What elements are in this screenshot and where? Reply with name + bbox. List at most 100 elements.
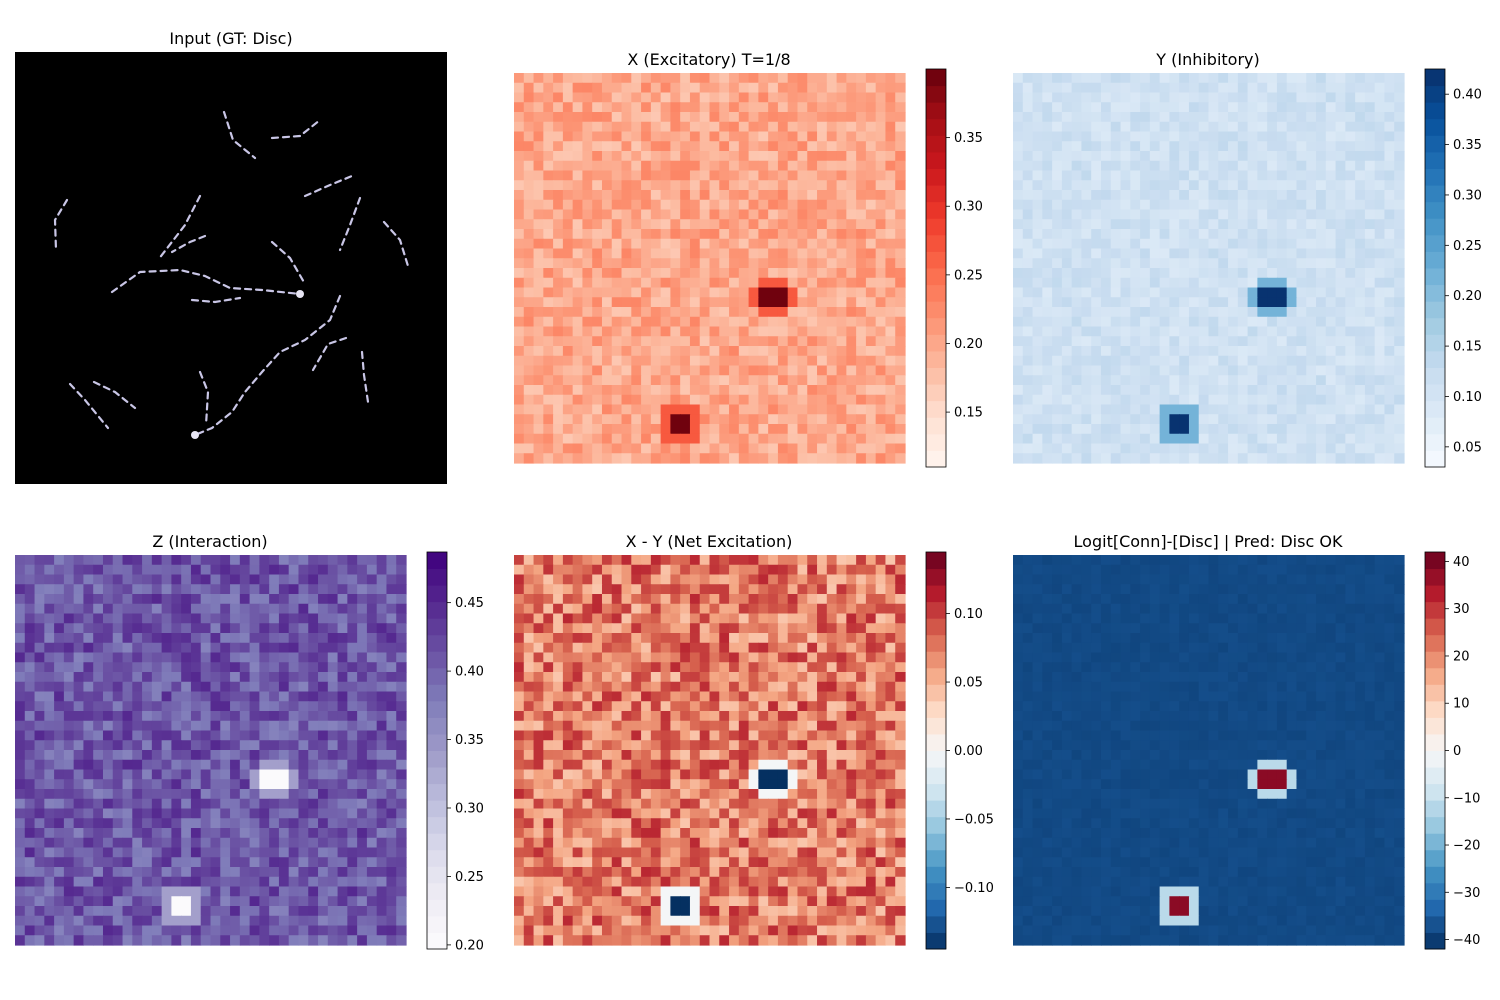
heatmap-cell: [1130, 102, 1141, 113]
heatmap-cell: [1237, 365, 1249, 376]
heatmap-cell: [768, 307, 779, 318]
heatmap-cell: [1316, 277, 1327, 289]
heatmap-cell: [787, 219, 799, 230]
heatmap-cell: [1364, 385, 1376, 396]
heatmap-cell: [1042, 170, 1053, 181]
heatmap-cell: [1237, 102, 1249, 113]
heatmap-cell: [689, 151, 701, 162]
heatmap-cell: [1061, 287, 1073, 298]
heatmap-cell: [729, 584, 740, 595]
heatmap-cell: [230, 798, 241, 810]
heatmap-cell: [298, 652, 309, 663]
heatmap-cell: [220, 828, 231, 839]
heatmap-cell: [826, 229, 838, 240]
heatmap-cell: [1394, 375, 1405, 386]
heatmap-cell: [1276, 141, 1288, 152]
heatmap-cell: [836, 307, 847, 318]
heatmap-cell: [190, 564, 202, 576]
heatmap-cell: [1267, 73, 1278, 84]
heatmap-cell: [719, 404, 730, 415]
heatmap-cell: [592, 355, 603, 367]
heatmap-cell: [1296, 385, 1307, 396]
heatmap-cell: [650, 112, 662, 123]
heatmap-cell: [102, 642, 114, 654]
heatmap-cell: [83, 662, 94, 673]
heatmap-cell: [171, 857, 182, 868]
heatmap-cell: [1316, 160, 1327, 172]
heatmap-cell: [1022, 287, 1034, 298]
heatmap-cell: [151, 818, 163, 829]
heatmap-cell: [797, 404, 808, 415]
heatmap-cell: [817, 112, 828, 123]
heatmap-cell: [151, 935, 163, 946]
heatmap-cell: [1120, 258, 1131, 269]
heatmap-cell: [631, 258, 642, 269]
heatmap-cell: [856, 190, 867, 201]
heatmap-cell: [572, 326, 584, 337]
heatmap-cell: [533, 424, 544, 435]
heatmap-cell: [895, 180, 906, 191]
heatmap-cell: [611, 355, 623, 367]
heatmap-cell: [1276, 190, 1288, 201]
heatmap-cell: [1374, 131, 1386, 142]
heatmap-cell: [553, 121, 564, 133]
heatmap-cell: [699, 316, 711, 328]
heatmap-cell: [15, 720, 26, 732]
heatmap-cell: [631, 326, 642, 337]
heatmap-cell: [102, 847, 114, 858]
heatmap-cell: [572, 307, 584, 318]
heatmap-cell: [777, 82, 789, 94]
heatmap-cell: [269, 652, 280, 663]
heatmap-cell: [1149, 180, 1161, 191]
heatmap-cell: [611, 375, 623, 386]
heatmap-cell: [562, 209, 574, 220]
heatmap-cell: [1061, 424, 1073, 435]
heatmap-cell: [318, 623, 329, 634]
heatmap-cell: [1140, 297, 1151, 308]
heatmap-cell: [63, 828, 75, 839]
heatmap-cell: [1276, 248, 1288, 259]
heatmap-cell: [592, 453, 603, 464]
heatmap-cell: [817, 121, 828, 133]
heatmap-cell: [1208, 121, 1219, 133]
heatmap-cell: [1384, 326, 1395, 337]
heatmap-cell: [582, 443, 593, 454]
heatmap-cell: [1061, 219, 1073, 230]
heatmap-cell: [777, 73, 789, 84]
heatmap-cell: [592, 336, 603, 347]
heatmap-cell: [220, 837, 231, 849]
heatmap-cell: [1140, 180, 1151, 191]
heatmap-cell: [738, 238, 750, 250]
heatmap-cell: [582, 170, 593, 181]
heatmap-cell: [621, 394, 632, 406]
heatmap-cell: [670, 268, 681, 279]
heatmap-cell: [151, 769, 163, 780]
heatmap-cell: [826, 355, 838, 367]
heatmap-cell: [1081, 375, 1092, 386]
heatmap-cell: [112, 681, 124, 693]
heatmap-cell: [787, 365, 799, 376]
heatmap-cell: [543, 564, 554, 576]
heatmap-cell: [689, 141, 701, 152]
heatmap-cell: [1355, 238, 1366, 250]
heatmap-cell: [1345, 453, 1356, 464]
heatmap-cell: [738, 326, 750, 337]
heatmap-cell: [836, 394, 847, 406]
input-marker-dot: [191, 431, 199, 439]
heatmap-cell: [347, 691, 358, 702]
heatmap-cell: [514, 209, 525, 220]
heatmap-cell: [1208, 307, 1219, 318]
heatmap-cell: [366, 711, 378, 722]
heatmap-cell: [1120, 102, 1131, 113]
heatmap-cell: [709, 112, 720, 123]
heatmap-cell: [699, 170, 711, 181]
heatmap-cell: [1169, 190, 1180, 201]
heatmap-cell: [63, 789, 75, 800]
heatmap-cell: [1364, 258, 1376, 269]
heatmap-cell: [1198, 375, 1210, 386]
heatmap-cell: [200, 642, 212, 654]
heatmap-cell: [1110, 141, 1122, 152]
heatmap-cell: [817, 92, 828, 103]
heatmap-cell: [1179, 375, 1190, 386]
heatmap-cell: [865, 199, 877, 211]
